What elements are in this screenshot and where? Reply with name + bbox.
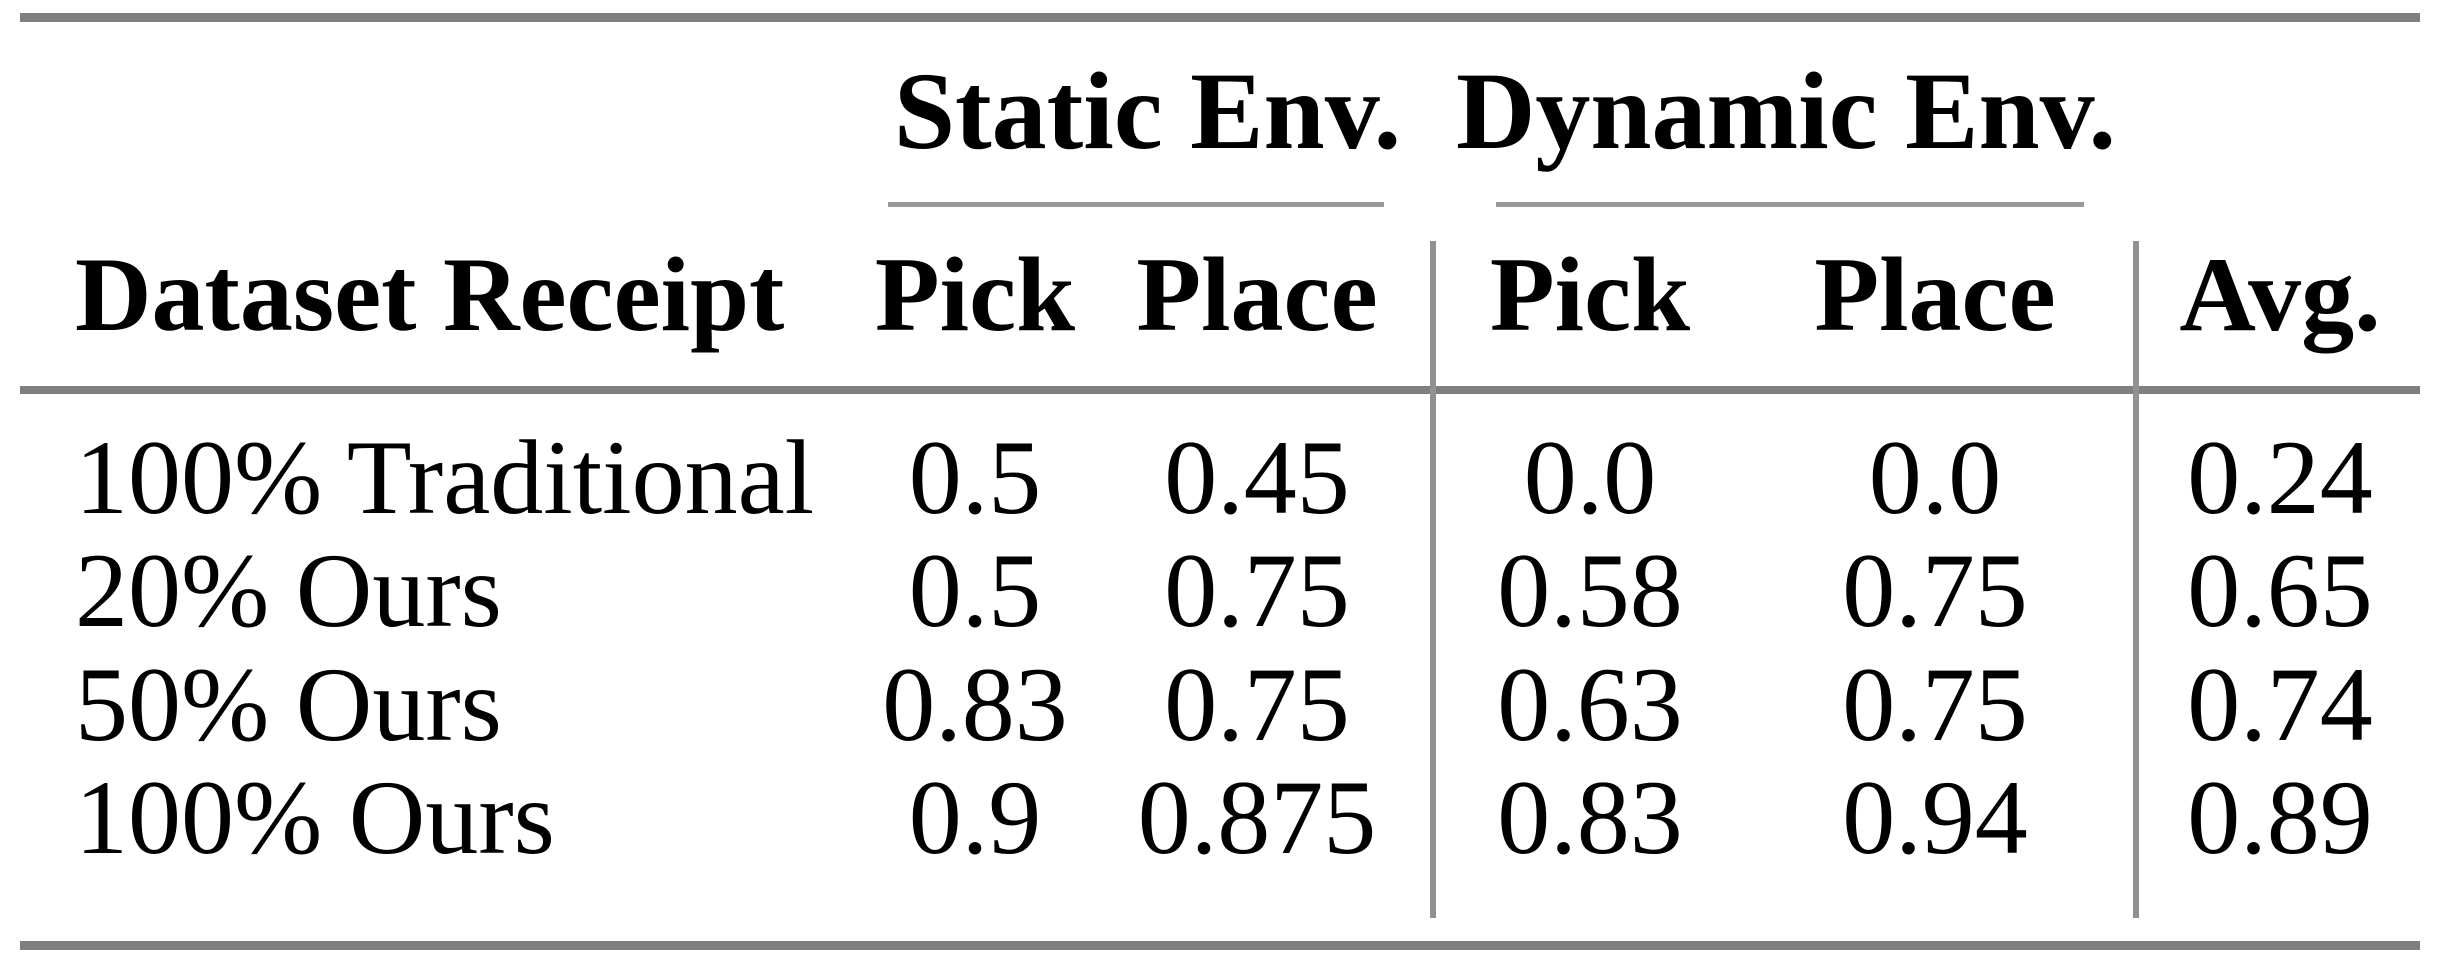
- dynamic-group-underline: [1496, 202, 2084, 207]
- cell-avg: 0.65: [2187, 532, 2373, 649]
- cell-static-place: 0.75: [1164, 532, 1350, 649]
- column-header-static-pick: Pick: [874, 236, 1076, 353]
- cell-static-pick: 0.5: [908, 532, 1042, 649]
- cell-static-place: 0.875: [1137, 759, 1377, 876]
- cell-dynamic-pick: 0.58: [1497, 532, 1683, 649]
- cell-static-place: 0.75: [1164, 646, 1350, 763]
- column-header-avg: Avg.: [2179, 236, 2381, 353]
- column-header-dynamic-place: Place: [1814, 236, 2056, 353]
- cell-dynamic-place: 0.75: [1842, 646, 2028, 763]
- row-label: 50% Ours: [75, 646, 502, 763]
- cell-dynamic-place: 0.0: [1868, 419, 2002, 536]
- vertical-divider-static-dynamic: [1430, 241, 1436, 918]
- cell-static-pick: 0.9: [908, 759, 1042, 876]
- vertical-divider-dynamic-avg: [2133, 241, 2139, 918]
- column-header-dataset-receipt: Dataset Receipt: [75, 236, 785, 353]
- static-group-underline: [888, 202, 1384, 207]
- row-label: 100% Ours: [75, 759, 555, 876]
- cell-avg: 0.24: [2187, 419, 2373, 536]
- row-label: 20% Ours: [75, 532, 502, 649]
- cell-dynamic-pick: 0.0: [1523, 419, 1657, 536]
- cell-dynamic-pick: 0.83: [1497, 759, 1683, 876]
- cell-static-pick: 0.5: [908, 419, 1042, 536]
- cell-dynamic-pick: 0.63: [1497, 646, 1683, 763]
- row-label: 100% Traditional: [75, 419, 815, 536]
- column-header-static-place: Place: [1136, 236, 1378, 353]
- column-header-dynamic-pick: Pick: [1489, 236, 1691, 353]
- group-header-dynamic-env: Dynamic Env.: [1455, 49, 2117, 172]
- group-header-static-env: Static Env.: [893, 49, 1402, 172]
- cell-dynamic-place: 0.94: [1842, 759, 2028, 876]
- header-separator-rule: [20, 386, 2420, 394]
- cell-dynamic-place: 0.75: [1842, 532, 2028, 649]
- cell-static-pick: 0.83: [882, 646, 1068, 763]
- top-rule: [20, 13, 2420, 22]
- cell-avg: 0.89: [2187, 759, 2373, 876]
- bottom-rule: [20, 941, 2420, 950]
- cell-static-place: 0.45: [1164, 419, 1350, 536]
- cell-avg: 0.74: [2187, 646, 2373, 763]
